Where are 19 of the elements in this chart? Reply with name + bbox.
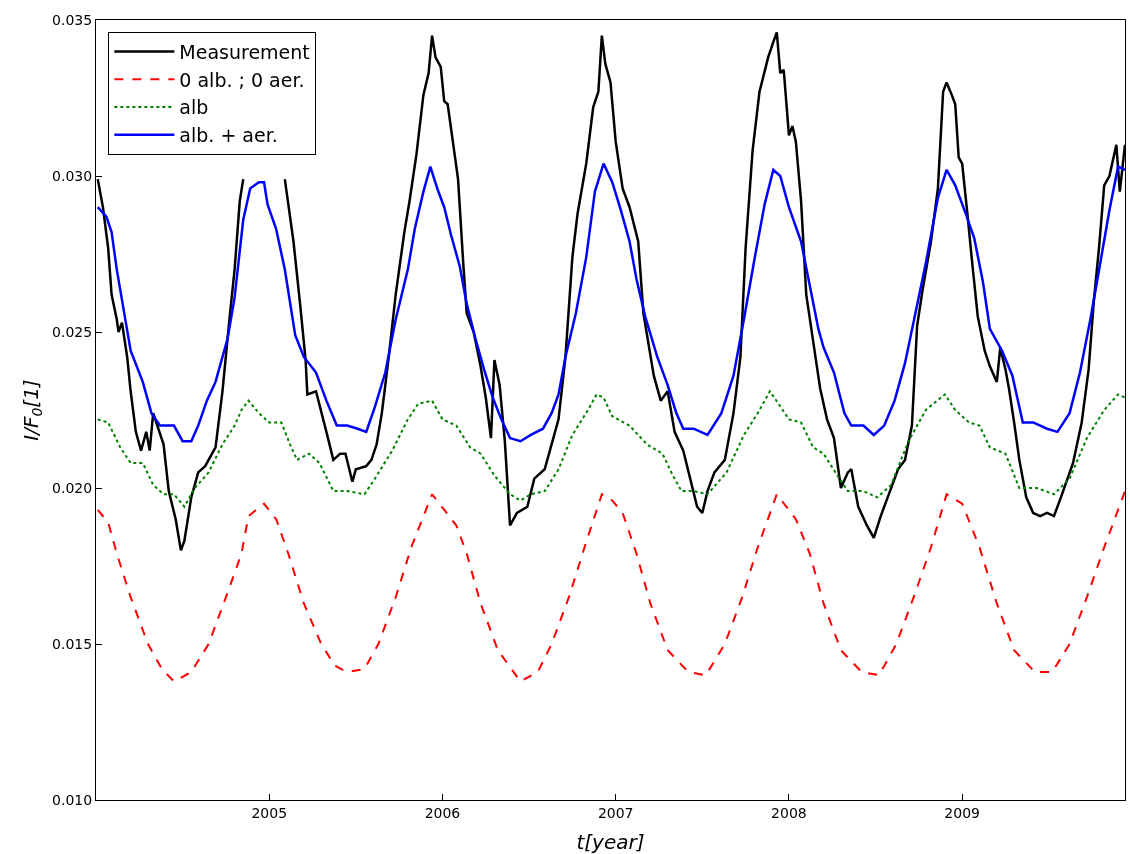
- y-tick-label: 0.015: [52, 635, 93, 652]
- y-tick-label: 0.030: [52, 167, 93, 184]
- x-tick-label: 2007: [597, 804, 634, 821]
- y-tick-label: 0.020: [52, 479, 93, 496]
- x-tick-label: 2006: [424, 804, 461, 821]
- legend-label: alb: [179, 96, 209, 119]
- y-tick-label: 0.035: [52, 11, 93, 28]
- line-series: [96, 162, 1125, 443]
- line-series: [96, 390, 1125, 508]
- legend-label: Measurement: [179, 40, 310, 63]
- x-axis-title: t[year]: [576, 830, 645, 854]
- x-tick-label: 2009: [944, 804, 980, 821]
- legend-label: 0 alb. ; 0 aer.: [179, 68, 305, 91]
- line-series: [96, 490, 1125, 683]
- y-tick-label: 0.025: [52, 323, 93, 340]
- x-tick-label: 2008: [771, 804, 807, 821]
- legend-label: alb. + aer.: [179, 124, 278, 147]
- y-tick-label: 0.010: [52, 791, 93, 808]
- x-tick-label: 2005: [251, 804, 288, 821]
